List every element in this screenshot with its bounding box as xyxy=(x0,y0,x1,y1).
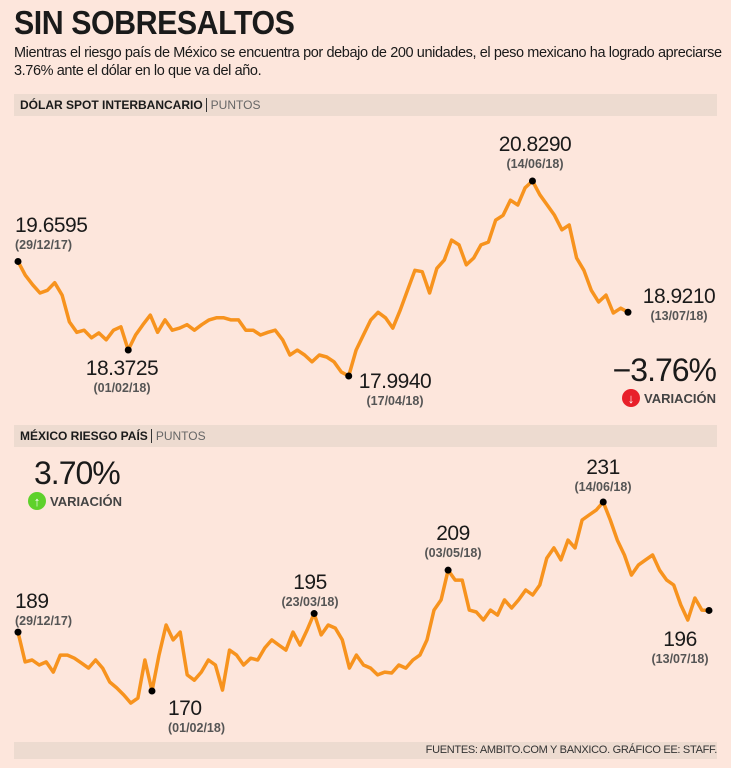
variation-label: VARIACIÓN xyxy=(50,493,122,509)
annotation: 20.8290 (14/06/18) xyxy=(490,133,580,171)
source-bar xyxy=(14,742,717,759)
annotation-date: (17/04/18) xyxy=(366,394,424,408)
annotation-date: (14/06/18) xyxy=(506,157,564,171)
annotation-date: (13/07/18) xyxy=(650,309,708,323)
data-point-marker xyxy=(528,177,536,185)
annotation: 19.6595 (29/12/17) xyxy=(15,214,88,252)
data-point-marker xyxy=(148,687,156,695)
data-point-marker xyxy=(14,257,22,265)
annotation: 17.9940 (17/04/18) xyxy=(355,370,435,408)
annotation-value: 209 xyxy=(436,522,470,545)
annotation-date: (13/07/18) xyxy=(651,652,709,666)
data-point-marker xyxy=(624,308,632,316)
data-point-marker xyxy=(705,606,713,614)
annotation-value: 17.9940 xyxy=(358,370,432,393)
annotation: 209 (03/05/18) xyxy=(413,522,493,560)
variation-value: −3.76% xyxy=(612,352,717,388)
annotation-value: 170 xyxy=(168,697,202,720)
data-point-marker xyxy=(599,498,607,506)
annotation: 195 (23/03/18) xyxy=(270,571,350,609)
subtitle: Mientras el riesgo país de México se enc… xyxy=(14,45,722,79)
annotation-value: 20.8290 xyxy=(498,133,572,156)
chart2-unit: PUNTOS xyxy=(150,429,206,443)
annotation: 189 (29/12/17) xyxy=(15,590,72,628)
variation-value: 3.70% xyxy=(34,455,121,491)
annotation-date: (23/03/18) xyxy=(281,595,339,609)
arrow-down-icon: ↓ xyxy=(622,389,641,407)
chart1-title: DÓLAR SPOT INTERBANCARIO xyxy=(20,98,203,112)
annotation-date: (01/02/18) xyxy=(93,381,151,395)
series-line-1 xyxy=(16,179,629,378)
annotation-value: 189 xyxy=(15,590,49,613)
annotation-value: 18.9210 xyxy=(642,285,716,308)
annotation-value: 195 xyxy=(293,571,327,594)
annotation-date: (03/05/18) xyxy=(424,546,482,560)
data-point-marker xyxy=(14,628,22,636)
data-point-marker xyxy=(444,566,452,574)
annotation-date: (14/06/18) xyxy=(574,480,632,494)
annotation-value: 18.3725 xyxy=(85,357,159,380)
variation-1: −3.76% ↓ VARIACIÓN xyxy=(606,352,717,407)
chart1-header: DÓLAR SPOT INTERBANCARIO PUNTOS xyxy=(14,94,717,116)
annotation-date: (01/02/18) xyxy=(168,721,225,735)
annotation-value: 19.6595 xyxy=(15,214,88,237)
annotation-value: 231 xyxy=(586,456,620,479)
annotation: 196 (13/07/18) xyxy=(640,628,720,666)
data-point-marker xyxy=(124,346,132,354)
chart2-title: MÉXICO RIESGO PAÍS xyxy=(20,429,148,443)
variation-2: 3.70% ↑ VARIACIÓN xyxy=(28,455,122,510)
data-point-marker xyxy=(310,610,318,618)
series-line-2 xyxy=(16,500,710,705)
chart2-header: MÉXICO RIESGO PAÍS PUNTOS xyxy=(14,425,717,447)
data-point-marker xyxy=(345,372,353,380)
variation-label: VARIACIÓN xyxy=(644,390,716,406)
chart1-unit: PUNTOS xyxy=(205,98,261,112)
annotation-value: 196 xyxy=(663,628,697,651)
annotation: 18.3725 (01/02/18) xyxy=(82,357,162,395)
page-title: SIN SOBRESALTOS xyxy=(14,4,295,41)
annotation-date: (29/12/17) xyxy=(15,614,72,628)
annotation: 18.9210 (13/07/18) xyxy=(636,285,722,323)
annotation-date: (29/12/17) xyxy=(15,238,72,252)
annotation: 231 (14/06/18) xyxy=(563,456,643,494)
arrow-up-icon: ↑ xyxy=(28,492,46,510)
source-note: FUENTES: AMBITO.COM Y BANXICO. GRÁFICO E… xyxy=(425,744,718,756)
annotation: 170 (01/02/18) xyxy=(168,697,225,735)
